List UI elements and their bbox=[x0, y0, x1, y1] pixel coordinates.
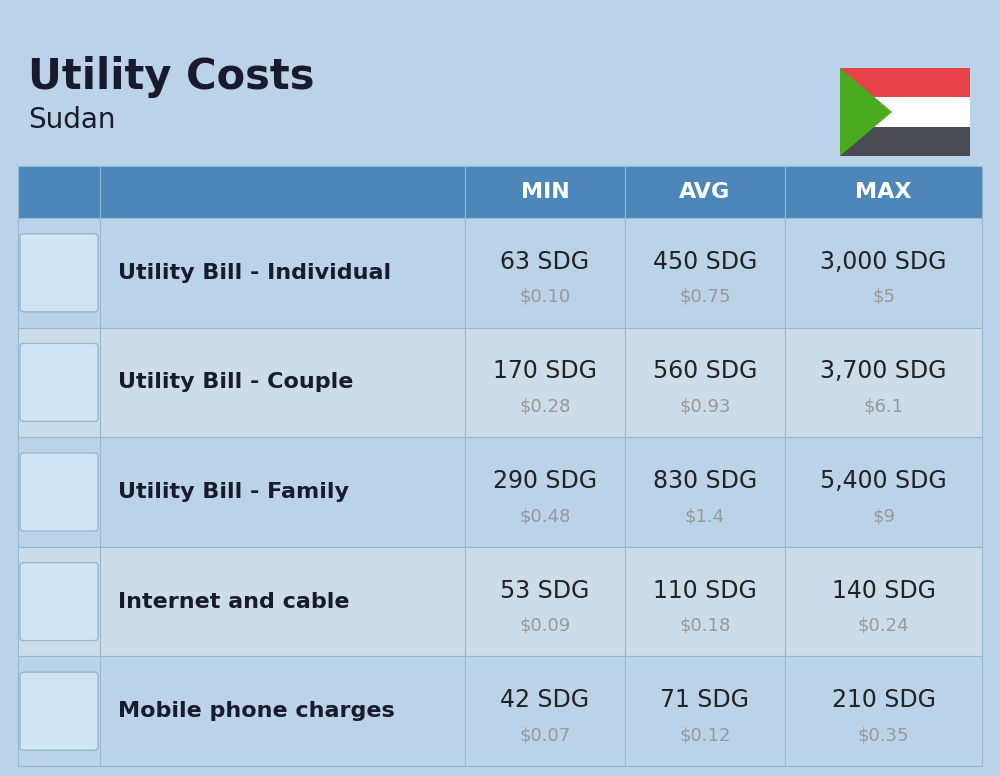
Text: $0.24: $0.24 bbox=[858, 617, 909, 635]
Bar bbox=[100, 656, 465, 766]
Text: 830 SDG: 830 SDG bbox=[653, 469, 757, 493]
Bar bbox=[465, 327, 625, 437]
Text: $0.07: $0.07 bbox=[519, 726, 571, 744]
Bar bbox=[100, 166, 465, 218]
Bar bbox=[465, 218, 625, 327]
Text: $0.09: $0.09 bbox=[519, 617, 571, 635]
Bar bbox=[785, 437, 982, 547]
Bar bbox=[785, 327, 982, 437]
Text: MAX: MAX bbox=[855, 182, 912, 202]
Text: 3,000 SDG: 3,000 SDG bbox=[820, 250, 947, 274]
Text: Utility Costs: Utility Costs bbox=[28, 56, 314, 98]
Bar bbox=[625, 656, 785, 766]
Bar bbox=[465, 166, 625, 218]
Bar bbox=[100, 437, 465, 547]
Text: $0.28: $0.28 bbox=[519, 397, 571, 415]
Text: Utility Bill - Individual: Utility Bill - Individual bbox=[118, 263, 391, 282]
Bar bbox=[18, 218, 100, 327]
Text: $1.4: $1.4 bbox=[685, 507, 725, 525]
Text: $0.18: $0.18 bbox=[679, 617, 731, 635]
FancyBboxPatch shape bbox=[20, 563, 98, 641]
Bar bbox=[625, 327, 785, 437]
Bar bbox=[100, 218, 465, 327]
Bar bbox=[18, 166, 100, 218]
Text: 560 SDG: 560 SDG bbox=[653, 359, 757, 383]
Text: 210 SDG: 210 SDG bbox=[832, 688, 936, 712]
Text: $5: $5 bbox=[872, 288, 895, 306]
Bar bbox=[625, 166, 785, 218]
Text: $0.35: $0.35 bbox=[858, 726, 909, 744]
Text: $0.48: $0.48 bbox=[519, 507, 571, 525]
Text: 5,400 SDG: 5,400 SDG bbox=[820, 469, 947, 493]
Bar bbox=[625, 437, 785, 547]
Text: $0.93: $0.93 bbox=[679, 397, 731, 415]
Text: 63 SDG: 63 SDG bbox=[500, 250, 590, 274]
Text: 290 SDG: 290 SDG bbox=[493, 469, 597, 493]
Bar bbox=[785, 218, 982, 327]
Text: 450 SDG: 450 SDG bbox=[653, 250, 757, 274]
Text: $9: $9 bbox=[872, 507, 895, 525]
Text: $0.75: $0.75 bbox=[679, 288, 731, 306]
Text: $6.1: $6.1 bbox=[864, 397, 904, 415]
Text: 110 SDG: 110 SDG bbox=[653, 579, 757, 603]
Text: Utility Bill - Family: Utility Bill - Family bbox=[118, 482, 349, 502]
Bar bbox=[785, 656, 982, 766]
Bar bbox=[625, 218, 785, 327]
FancyBboxPatch shape bbox=[20, 453, 98, 531]
FancyBboxPatch shape bbox=[20, 344, 98, 421]
Text: 53 SDG: 53 SDG bbox=[500, 579, 590, 603]
Polygon shape bbox=[840, 68, 892, 156]
Bar bbox=[18, 327, 100, 437]
Bar bbox=[100, 547, 465, 656]
Bar bbox=[625, 547, 785, 656]
Bar bbox=[18, 437, 100, 547]
Bar bbox=[840, 97, 970, 126]
Text: Sudan: Sudan bbox=[28, 106, 116, 134]
Text: $0.10: $0.10 bbox=[519, 288, 571, 306]
FancyBboxPatch shape bbox=[20, 234, 98, 312]
Text: AVG: AVG bbox=[679, 182, 731, 202]
Text: 42 SDG: 42 SDG bbox=[500, 688, 590, 712]
Text: Utility Bill - Couple: Utility Bill - Couple bbox=[118, 372, 353, 393]
Bar bbox=[840, 126, 970, 156]
Text: Mobile phone charges: Mobile phone charges bbox=[118, 702, 395, 721]
Text: 140 SDG: 140 SDG bbox=[832, 579, 936, 603]
Text: $0.12: $0.12 bbox=[679, 726, 731, 744]
Bar bbox=[18, 656, 100, 766]
Text: 170 SDG: 170 SDG bbox=[493, 359, 597, 383]
Bar bbox=[785, 166, 982, 218]
Bar bbox=[465, 437, 625, 547]
Bar bbox=[840, 68, 970, 97]
FancyBboxPatch shape bbox=[20, 672, 98, 750]
Bar bbox=[465, 547, 625, 656]
Text: 71 SDG: 71 SDG bbox=[660, 688, 750, 712]
Text: Internet and cable: Internet and cable bbox=[118, 591, 350, 611]
Text: 3,700 SDG: 3,700 SDG bbox=[820, 359, 947, 383]
Text: MIN: MIN bbox=[521, 182, 569, 202]
Bar bbox=[465, 656, 625, 766]
Bar bbox=[785, 547, 982, 656]
Bar bbox=[100, 327, 465, 437]
Bar bbox=[18, 547, 100, 656]
